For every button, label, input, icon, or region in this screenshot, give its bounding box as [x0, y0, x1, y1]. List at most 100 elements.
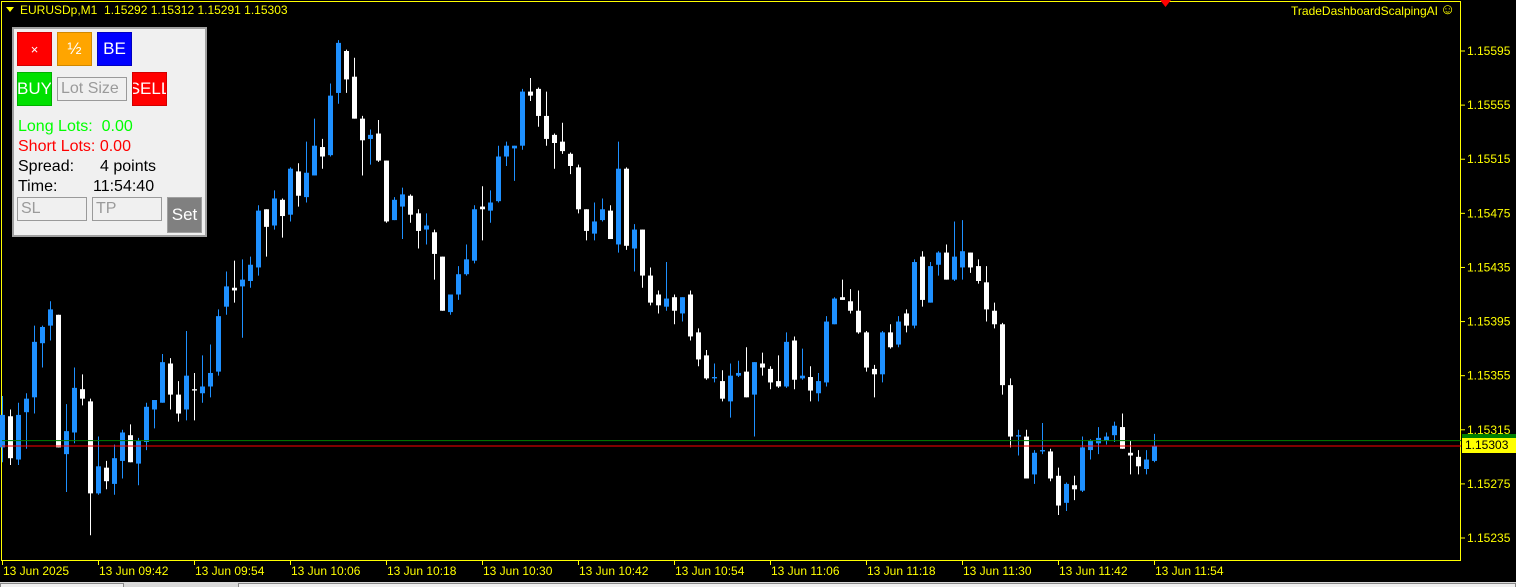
breakeven-button[interactable]: BE [97, 32, 132, 66]
candle-body [400, 194, 405, 207]
price-tick-label: 1.15235 [1467, 531, 1511, 545]
time-tick-label: 13 Jun 2025 [3, 564, 69, 578]
set-button[interactable]: Set [167, 197, 202, 233]
candle-body [912, 262, 917, 326]
candle-body [216, 316, 221, 372]
candle-body [184, 375, 189, 410]
candle-body [696, 332, 701, 360]
candle-body [536, 88, 541, 116]
candle-body [752, 362, 757, 395]
candle-body [1152, 446, 1157, 461]
candle-body [1104, 436, 1109, 441]
lot-size-input[interactable]: Lot Size [57, 77, 127, 101]
candle-body [1016, 435, 1021, 437]
candle-body [8, 416, 13, 459]
short-lots-value: 0.00 [99, 138, 131, 155]
candle-body [40, 326, 45, 344]
candle-body [656, 294, 661, 306]
candle-body [520, 91, 525, 146]
candle-body [320, 147, 325, 157]
candle-body [480, 206, 485, 210]
chart-tab[interactable] [238, 583, 1516, 587]
candle-body [840, 297, 845, 300]
candle-body [1048, 451, 1053, 479]
candle-body [64, 431, 69, 455]
tp-input[interactable]: TP [92, 197, 162, 221]
candle-body [944, 252, 949, 280]
candle-body [1112, 425, 1117, 436]
chart-tab[interactable] [0, 583, 124, 587]
price-tick-label: 1.15275 [1467, 477, 1511, 491]
candle-body [104, 467, 109, 482]
time-tick-label: 13 Jun 10:06 [291, 564, 361, 578]
candle-body [208, 372, 213, 387]
candle-body [824, 321, 829, 383]
candle-body [744, 371, 749, 398]
close-half-button[interactable]: ½ [57, 32, 92, 66]
close-all-button[interactable]: × [17, 32, 52, 66]
candle-body [816, 381, 821, 394]
candle-body [1128, 452, 1133, 456]
candle-body [888, 332, 893, 348]
candle-body [272, 198, 277, 226]
chart-tabs-bar [0, 582, 1516, 587]
candle-body [992, 310, 997, 325]
candle-body [352, 76, 357, 119]
price-tick-label: 1.15435 [1467, 260, 1511, 274]
bid-price-label: 1.15303 [1462, 438, 1516, 453]
candle-body [856, 310, 861, 333]
candle-body [952, 256, 957, 280]
candle-body [664, 298, 669, 307]
candle-body [264, 209, 269, 227]
candle-body [624, 168, 629, 246]
sl-input[interactable]: SL [17, 197, 87, 221]
candle-body [1144, 459, 1149, 470]
chart-shift-marker-icon [1160, 0, 1171, 7]
candle-body [464, 259, 469, 275]
buy-button[interactable]: BUY [17, 72, 52, 106]
candle-body [680, 297, 685, 314]
trade-dashboard-panel: × ½ BE BUY Lot Size SELL Long Lots: 0.00… [12, 27, 207, 237]
time-row: Time: 11:54:40 [18, 178, 154, 196]
time-tick-label: 13 Jun 11:42 [1059, 564, 1128, 578]
price-axis: 1.15595 1.15555 1.15515 1.15475 1.15435 1.153… [1461, 44, 1511, 545]
sell-button[interactable]: SELL [132, 72, 167, 106]
candle-body [48, 309, 53, 326]
price-tick-label: 1.15595 [1467, 44, 1511, 58]
chart-border [1, 1, 1461, 561]
long-lots-value: 0.00 [101, 118, 133, 135]
candle-body [160, 362, 165, 403]
candle-body [632, 229, 637, 249]
time-tick-label: 13 Jun 11:54 [1155, 564, 1224, 578]
candle-body [432, 232, 437, 254]
chart-menu-triangle-icon[interactable] [6, 7, 14, 12]
candle-body [808, 377, 813, 391]
candle-body [712, 377, 717, 379]
short-lots-label: Short Lots: [18, 138, 96, 155]
candle-body [0, 414, 5, 448]
smiley-icon[interactable]: ☺ [1440, 1, 1456, 18]
candle-body [256, 210, 261, 268]
candle-body [1064, 483, 1069, 503]
chart-header: EURUSDp,M1 1.15292 1.15312 1.15291 1.153… [20, 3, 288, 17]
candle-body [456, 274, 461, 295]
long-lots-row: Long Lots: 0.00 [18, 118, 133, 136]
candle-body [504, 145, 509, 157]
candle-body [496, 156, 501, 202]
candle-body [880, 332, 885, 375]
candle-body [296, 171, 301, 196]
candle-body [560, 141, 565, 152]
indicator-name: TradeDashboardScalpingAI [1291, 4, 1438, 18]
candle-body [384, 160, 389, 222]
spread-value: 4 points [100, 158, 157, 175]
price-tick-label: 1.15475 [1467, 206, 1511, 220]
candle-body [1088, 440, 1093, 451]
candle-body [368, 134, 373, 139]
candle-body [688, 294, 693, 337]
candle-body [232, 287, 237, 291]
candle-body [728, 375, 733, 402]
candle-body [1072, 485, 1077, 490]
candle-body [136, 440, 141, 464]
candle-body [120, 432, 125, 461]
